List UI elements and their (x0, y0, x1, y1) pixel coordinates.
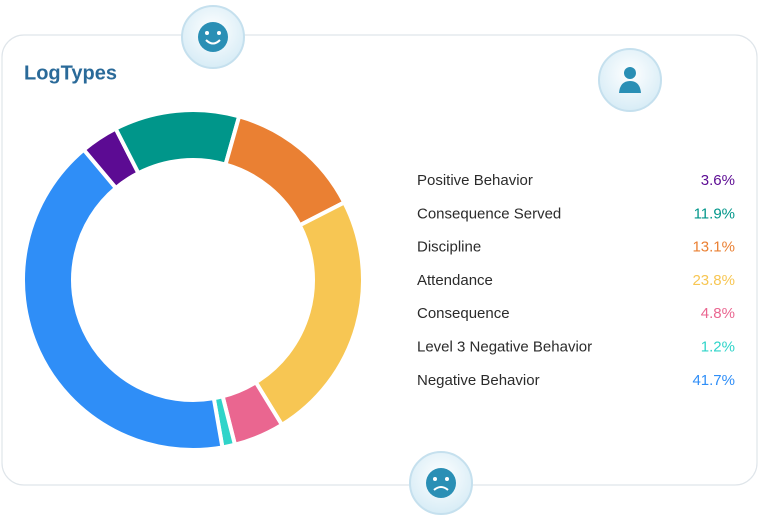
legend-value: 1.2% (701, 338, 735, 355)
legend-value: 23.8% (692, 272, 735, 289)
legend-value: 13.1% (692, 239, 735, 256)
donut (21, 108, 365, 452)
legend-value: 41.7% (692, 372, 735, 389)
donut-slice (21, 147, 225, 452)
chart-title: LogTypes (24, 62, 117, 84)
sad-icon (409, 451, 473, 515)
legend-label: Negative Behavior (417, 372, 540, 389)
legend-label: Consequence (417, 305, 510, 322)
legend-label: Level 3 Negative Behavior (417, 338, 592, 355)
legend: Positive Behavior 3.6% Consequence Served 1… (417, 172, 735, 389)
legend-value: 3.6% (701, 172, 735, 189)
legend-value: 11.9% (694, 205, 735, 222)
legend-label: Discipline (417, 239, 481, 256)
legend-value: 4.8% (701, 305, 735, 322)
legend-label: Consequence Served (417, 205, 561, 222)
smile-icon (181, 5, 245, 69)
legend-label: Attendance (417, 272, 493, 289)
person-icon (598, 48, 662, 112)
legend-label: Positive Behavior (417, 172, 533, 189)
